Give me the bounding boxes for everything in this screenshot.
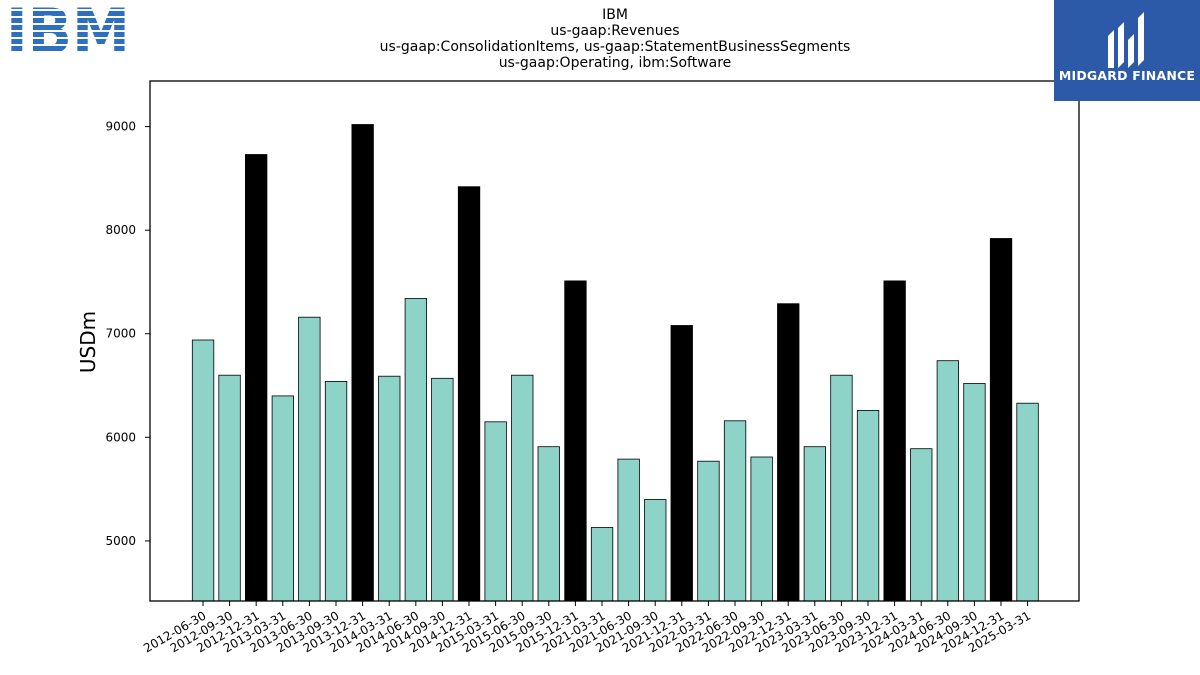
bar-2025-03-31 <box>1016 402 1039 602</box>
y-tick-label-6000: 6000 <box>105 430 136 444</box>
bar-2021-09-30 <box>644 499 667 602</box>
plot-frame <box>149 80 1080 602</box>
ibm-logo: IBM <box>4 4 132 60</box>
bar-2015-12-31 <box>564 280 587 602</box>
x-axis: 2012-06-302012-09-302012-12-312013-03-31… <box>141 601 1033 655</box>
bar-2022-03-31 <box>697 460 720 602</box>
bar-2015-06-30 <box>511 374 534 602</box>
bar-2024-06-30 <box>936 360 959 602</box>
bar-2015-09-30 <box>537 446 560 602</box>
bar-2023-06-30 <box>830 374 853 602</box>
bar-2012-12-31 <box>244 154 268 602</box>
bar-2024-09-30 <box>963 383 986 602</box>
bar-2024-03-31 <box>910 448 933 602</box>
y-tick-label-7000: 7000 <box>105 327 136 341</box>
bar-2012-09-30 <box>218 374 241 602</box>
bar-2014-12-31 <box>457 186 481 602</box>
bar-2014-09-30 <box>431 377 454 602</box>
y-tick-label-9000: 9000 <box>105 120 136 134</box>
y-tick-label-5000: 5000 <box>105 534 136 548</box>
title-line-member: us-gaap:Operating, ibm:Software <box>498 55 732 71</box>
bar-2021-06-30 <box>617 458 640 602</box>
bar-2013-03-31 <box>271 395 295 602</box>
bar-2015-03-31 <box>484 421 507 602</box>
bar-2013-06-30 <box>298 316 321 602</box>
bar-2024-12-31 <box>989 238 1013 602</box>
y-axis: 5000 6000 7000 8000 9000 <box>105 120 150 548</box>
bar-2022-09-30 <box>750 456 773 602</box>
bar-2012-06-30 <box>191 339 215 602</box>
midgard-finance-logo: MIDGARD FINANCE <box>1054 0 1200 101</box>
y-axis-label: USDm <box>76 311 100 373</box>
bar-2014-06-30 <box>404 298 428 602</box>
ibm-logo-text: IBM <box>6 4 130 56</box>
midgard-mark-icon <box>1108 12 1144 68</box>
bar-2023-03-31 <box>803 446 826 602</box>
bar-2014-03-31 <box>378 375 401 602</box>
bar-2022-06-30 <box>723 420 747 602</box>
title-line-concept: us-gaap:Revenues <box>550 23 680 39</box>
bar-2022-12-31 <box>777 303 800 602</box>
y-tick-label-8000: 8000 <box>105 223 136 237</box>
midgard-brand-text: MIDGARD FINANCE <box>1058 68 1196 83</box>
bar-2013-09-30 <box>324 380 348 602</box>
chart-title: IBM us-gaap:Revenues us-gaap:Consolidati… <box>340 7 890 71</box>
bar-2013-12-31 <box>351 124 374 602</box>
bar-2021-12-31 <box>670 325 693 602</box>
bar-2021-03-31 <box>590 527 614 602</box>
bar-2023-12-31 <box>883 280 906 602</box>
bar-series <box>191 124 1039 602</box>
title-line-company: IBM <box>602 7 628 23</box>
bar-2023-09-30 <box>856 409 880 602</box>
title-line-axis: us-gaap:ConsolidationItems, us-gaap:Stat… <box>379 39 851 55</box>
